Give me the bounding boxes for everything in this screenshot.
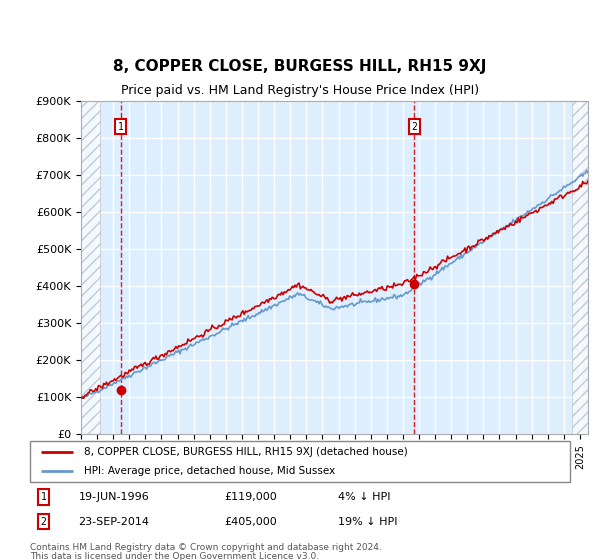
Text: 19% ↓ HPI: 19% ↓ HPI: [338, 517, 397, 527]
Text: 2: 2: [412, 122, 418, 132]
Text: 2: 2: [41, 517, 46, 527]
Text: 1: 1: [41, 492, 46, 502]
Text: Price paid vs. HM Land Registry's House Price Index (HPI): Price paid vs. HM Land Registry's House …: [121, 84, 479, 97]
Text: This data is licensed under the Open Government Licence v3.0.: This data is licensed under the Open Gov…: [30, 552, 319, 560]
Text: 19-JUN-1996: 19-JUN-1996: [79, 492, 149, 502]
Text: 23-SEP-2014: 23-SEP-2014: [79, 517, 149, 527]
Bar: [81, 101, 100, 434]
Text: 8, COPPER CLOSE, BURGESS HILL, RH15 9XJ: 8, COPPER CLOSE, BURGESS HILL, RH15 9XJ: [113, 59, 487, 74]
Bar: [572, 101, 588, 434]
FancyBboxPatch shape: [30, 441, 570, 482]
Text: 4% ↓ HPI: 4% ↓ HPI: [338, 492, 390, 502]
Text: Contains HM Land Registry data © Crown copyright and database right 2024.: Contains HM Land Registry data © Crown c…: [30, 543, 382, 552]
Text: £405,000: £405,000: [224, 517, 277, 527]
Text: 8, COPPER CLOSE, BURGESS HILL, RH15 9XJ (detached house): 8, COPPER CLOSE, BURGESS HILL, RH15 9XJ …: [84, 447, 408, 457]
Text: 1: 1: [118, 122, 124, 132]
Text: £119,000: £119,000: [224, 492, 277, 502]
Text: HPI: Average price, detached house, Mid Sussex: HPI: Average price, detached house, Mid …: [84, 466, 335, 475]
